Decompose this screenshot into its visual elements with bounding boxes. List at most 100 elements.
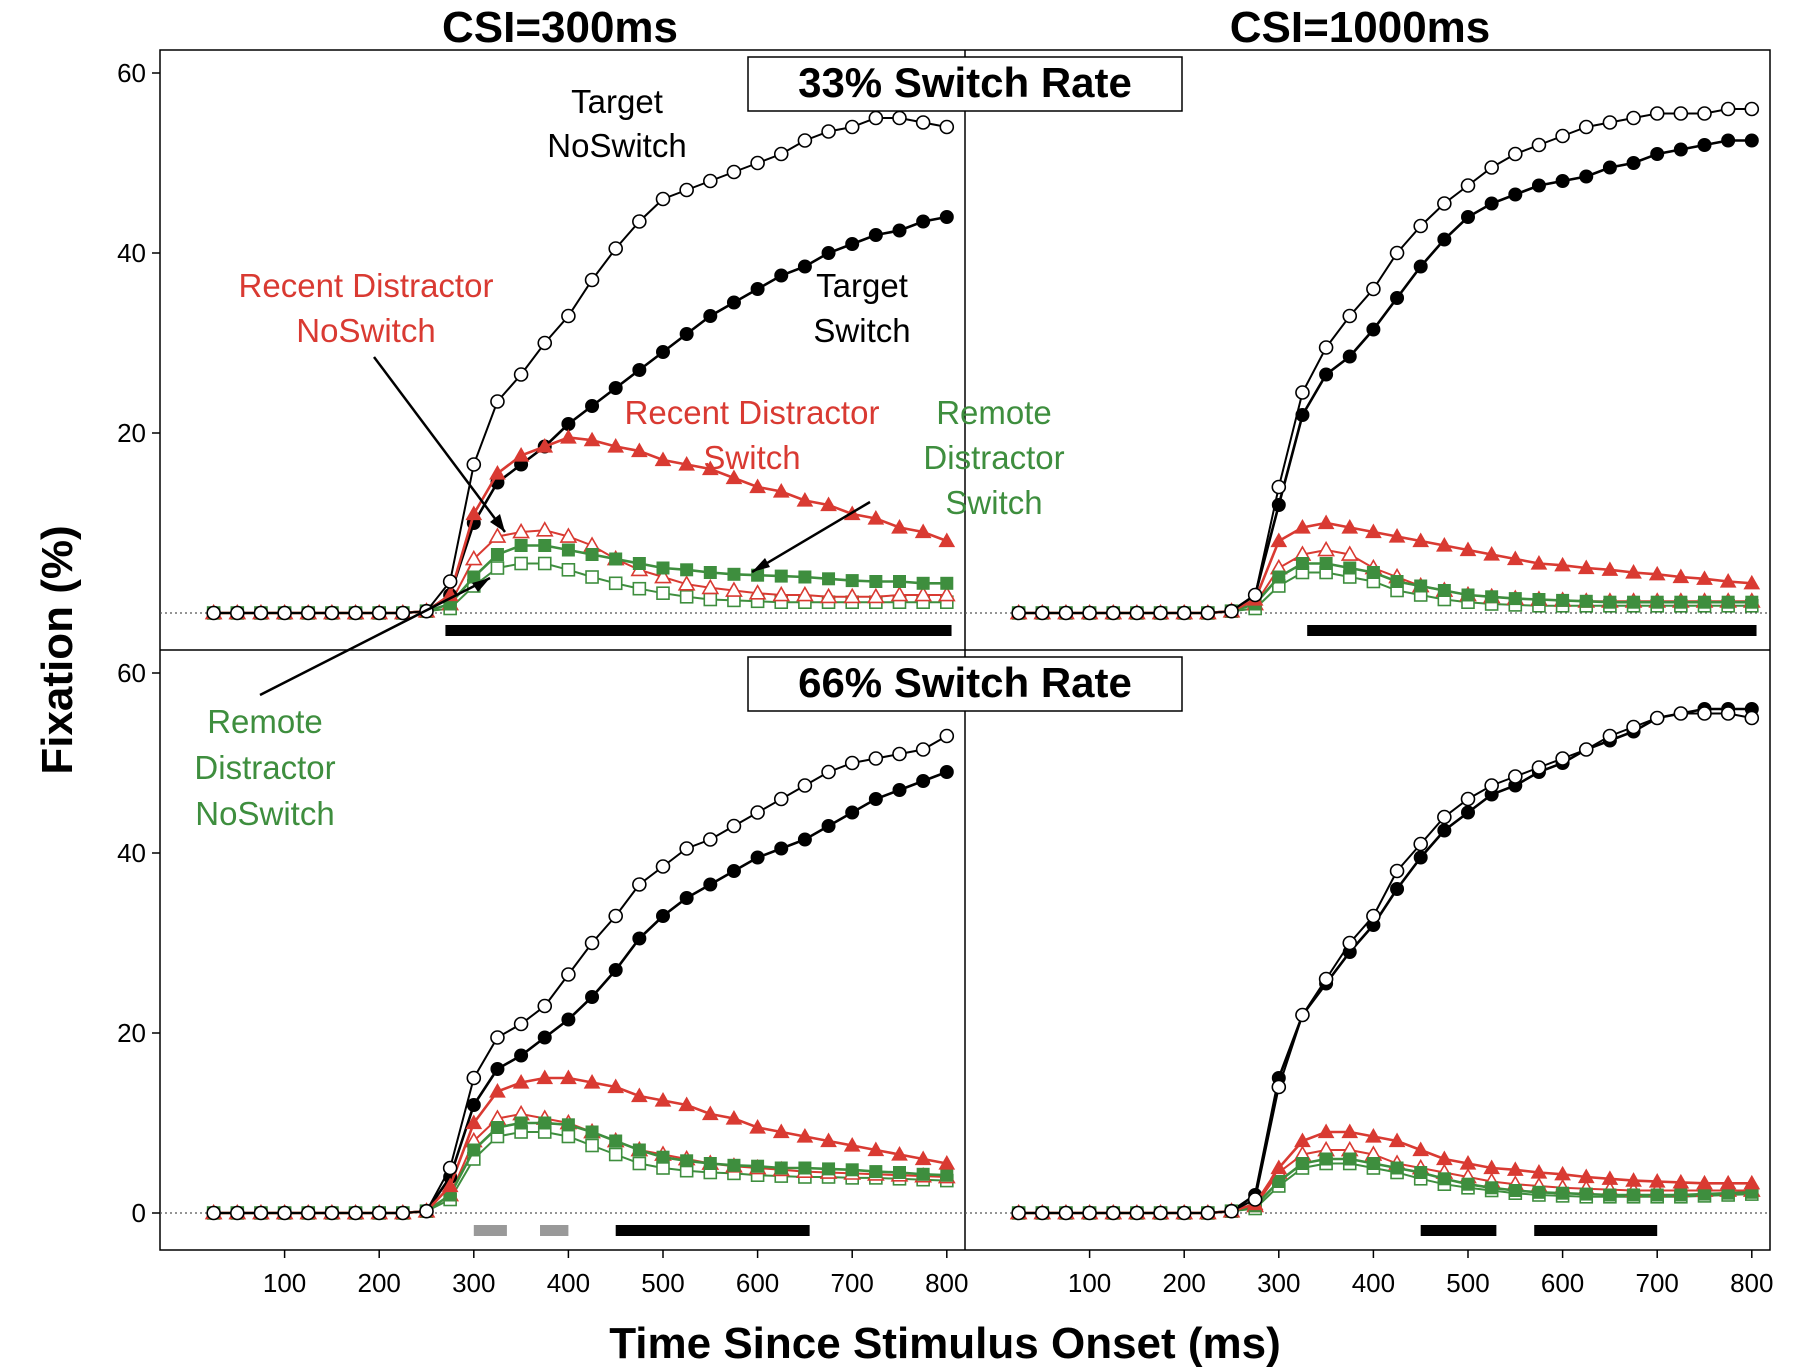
triangle-marker (1719, 573, 1737, 588)
circle-marker (324, 1205, 340, 1221)
triangle-marker (1506, 1161, 1524, 1176)
circle-marker (1721, 133, 1736, 148)
circle-marker (656, 345, 670, 359)
circle-marker (537, 1030, 552, 1045)
square-marker (1532, 1185, 1546, 1199)
circle-marker (939, 210, 954, 224)
circle-marker (1602, 115, 1618, 130)
square-marker (1674, 1188, 1688, 1202)
circle-marker (1153, 605, 1168, 621)
circle-marker (774, 268, 789, 283)
circle-marker (1578, 742, 1594, 757)
square-marker (561, 1118, 575, 1132)
triangle-marker (1601, 1170, 1619, 1185)
circle-marker (1247, 587, 1263, 603)
arrow-remote-switch (751, 500, 871, 574)
circle-marker (1673, 142, 1688, 157)
circle-marker (442, 1160, 458, 1176)
square-marker (1532, 593, 1546, 606)
circle-marker (466, 1070, 482, 1086)
circle-marker (1484, 196, 1499, 211)
circle-marker (1508, 769, 1523, 784)
x-tick-label: 100 (1068, 1268, 1111, 1298)
circle-marker (1224, 1203, 1239, 1219)
square-marker (538, 1116, 552, 1130)
triangle-marker (938, 532, 956, 548)
circle-marker (1058, 605, 1074, 621)
series-line (213, 529, 947, 614)
triangle-marker (1412, 532, 1430, 548)
triangle-marker (512, 522, 530, 539)
square-marker (1390, 575, 1404, 588)
circle-marker (513, 367, 529, 382)
circle-marker (1413, 218, 1428, 234)
circle-marker (1176, 605, 1192, 621)
series-line (1018, 1162, 1752, 1214)
circle-marker (1342, 308, 1358, 324)
square-marker (1698, 595, 1711, 609)
circle-marker (1555, 128, 1570, 144)
triangle-marker (820, 1132, 837, 1148)
circle-marker (868, 110, 884, 126)
triangle-marker (1270, 1159, 1288, 1175)
circle-marker (514, 1048, 529, 1063)
triangle-marker (464, 549, 483, 566)
square-marker (1603, 1188, 1617, 1202)
square-marker (656, 561, 670, 575)
significance-bar (540, 1225, 569, 1236)
circle-marker (726, 818, 742, 834)
circle-marker (1697, 106, 1712, 121)
series-recent_distractor-filled (1010, 1123, 1761, 1220)
circle-marker (1531, 760, 1547, 775)
circle-marker (1389, 245, 1405, 261)
triangle-marker (559, 527, 578, 543)
circle-marker (277, 1205, 292, 1221)
label-remote-noswitch-2: Distractor (194, 749, 335, 786)
square-marker (514, 539, 528, 552)
circle-marker (1461, 210, 1475, 224)
square-marker (1390, 1161, 1404, 1175)
square-marker (1319, 557, 1333, 570)
triangle-marker (1696, 570, 1713, 585)
triangle-marker (465, 505, 483, 521)
y-tick-label: 20 (117, 1018, 146, 1048)
circle-marker (1484, 778, 1499, 793)
square-marker (822, 1162, 836, 1176)
circle-marker (1626, 719, 1641, 735)
arrow-head-remote-noswitch (472, 578, 490, 592)
triangle-marker (1365, 523, 1382, 539)
square-marker (1343, 1152, 1357, 1166)
series-target-filled (1011, 133, 1759, 620)
circle-marker (1129, 605, 1145, 621)
circle-marker (277, 605, 292, 621)
triangle-marker (1294, 519, 1311, 534)
annotation-layer: Target NoSwitch Target Switch Recent Dis… (194, 83, 1064, 832)
triangle-marker (488, 527, 507, 543)
x-tick-label: 500 (1446, 1268, 1489, 1298)
circle-marker (561, 967, 576, 982)
circle-marker (300, 605, 316, 621)
circle-marker (750, 155, 765, 171)
square-marker (1485, 1181, 1499, 1195)
series-line (1018, 1157, 1752, 1215)
circle-marker (1366, 281, 1381, 297)
triangle-marker (1577, 559, 1595, 575)
triangle-marker (796, 585, 814, 602)
row-label-66-box: 66% Switch Rate (747, 656, 1183, 712)
row-label-33: 33% Switch Rate (798, 59, 1132, 106)
label-recent-noswitch-1: Recent Distractor (239, 267, 494, 304)
circle-marker (1697, 138, 1712, 152)
square-marker (1745, 595, 1759, 609)
circle-marker (702, 832, 718, 847)
circle-marker (1389, 863, 1405, 879)
series-line (1018, 707, 1752, 1215)
circle-marker (585, 990, 600, 1004)
triangle-marker (1672, 1173, 1690, 1189)
label-remote-switch-1: Remote (936, 394, 1052, 431)
circle-marker (939, 728, 955, 744)
square-marker (1437, 584, 1451, 597)
circle-marker (632, 363, 647, 377)
circle-marker (939, 119, 955, 135)
circle-marker (1744, 133, 1759, 148)
